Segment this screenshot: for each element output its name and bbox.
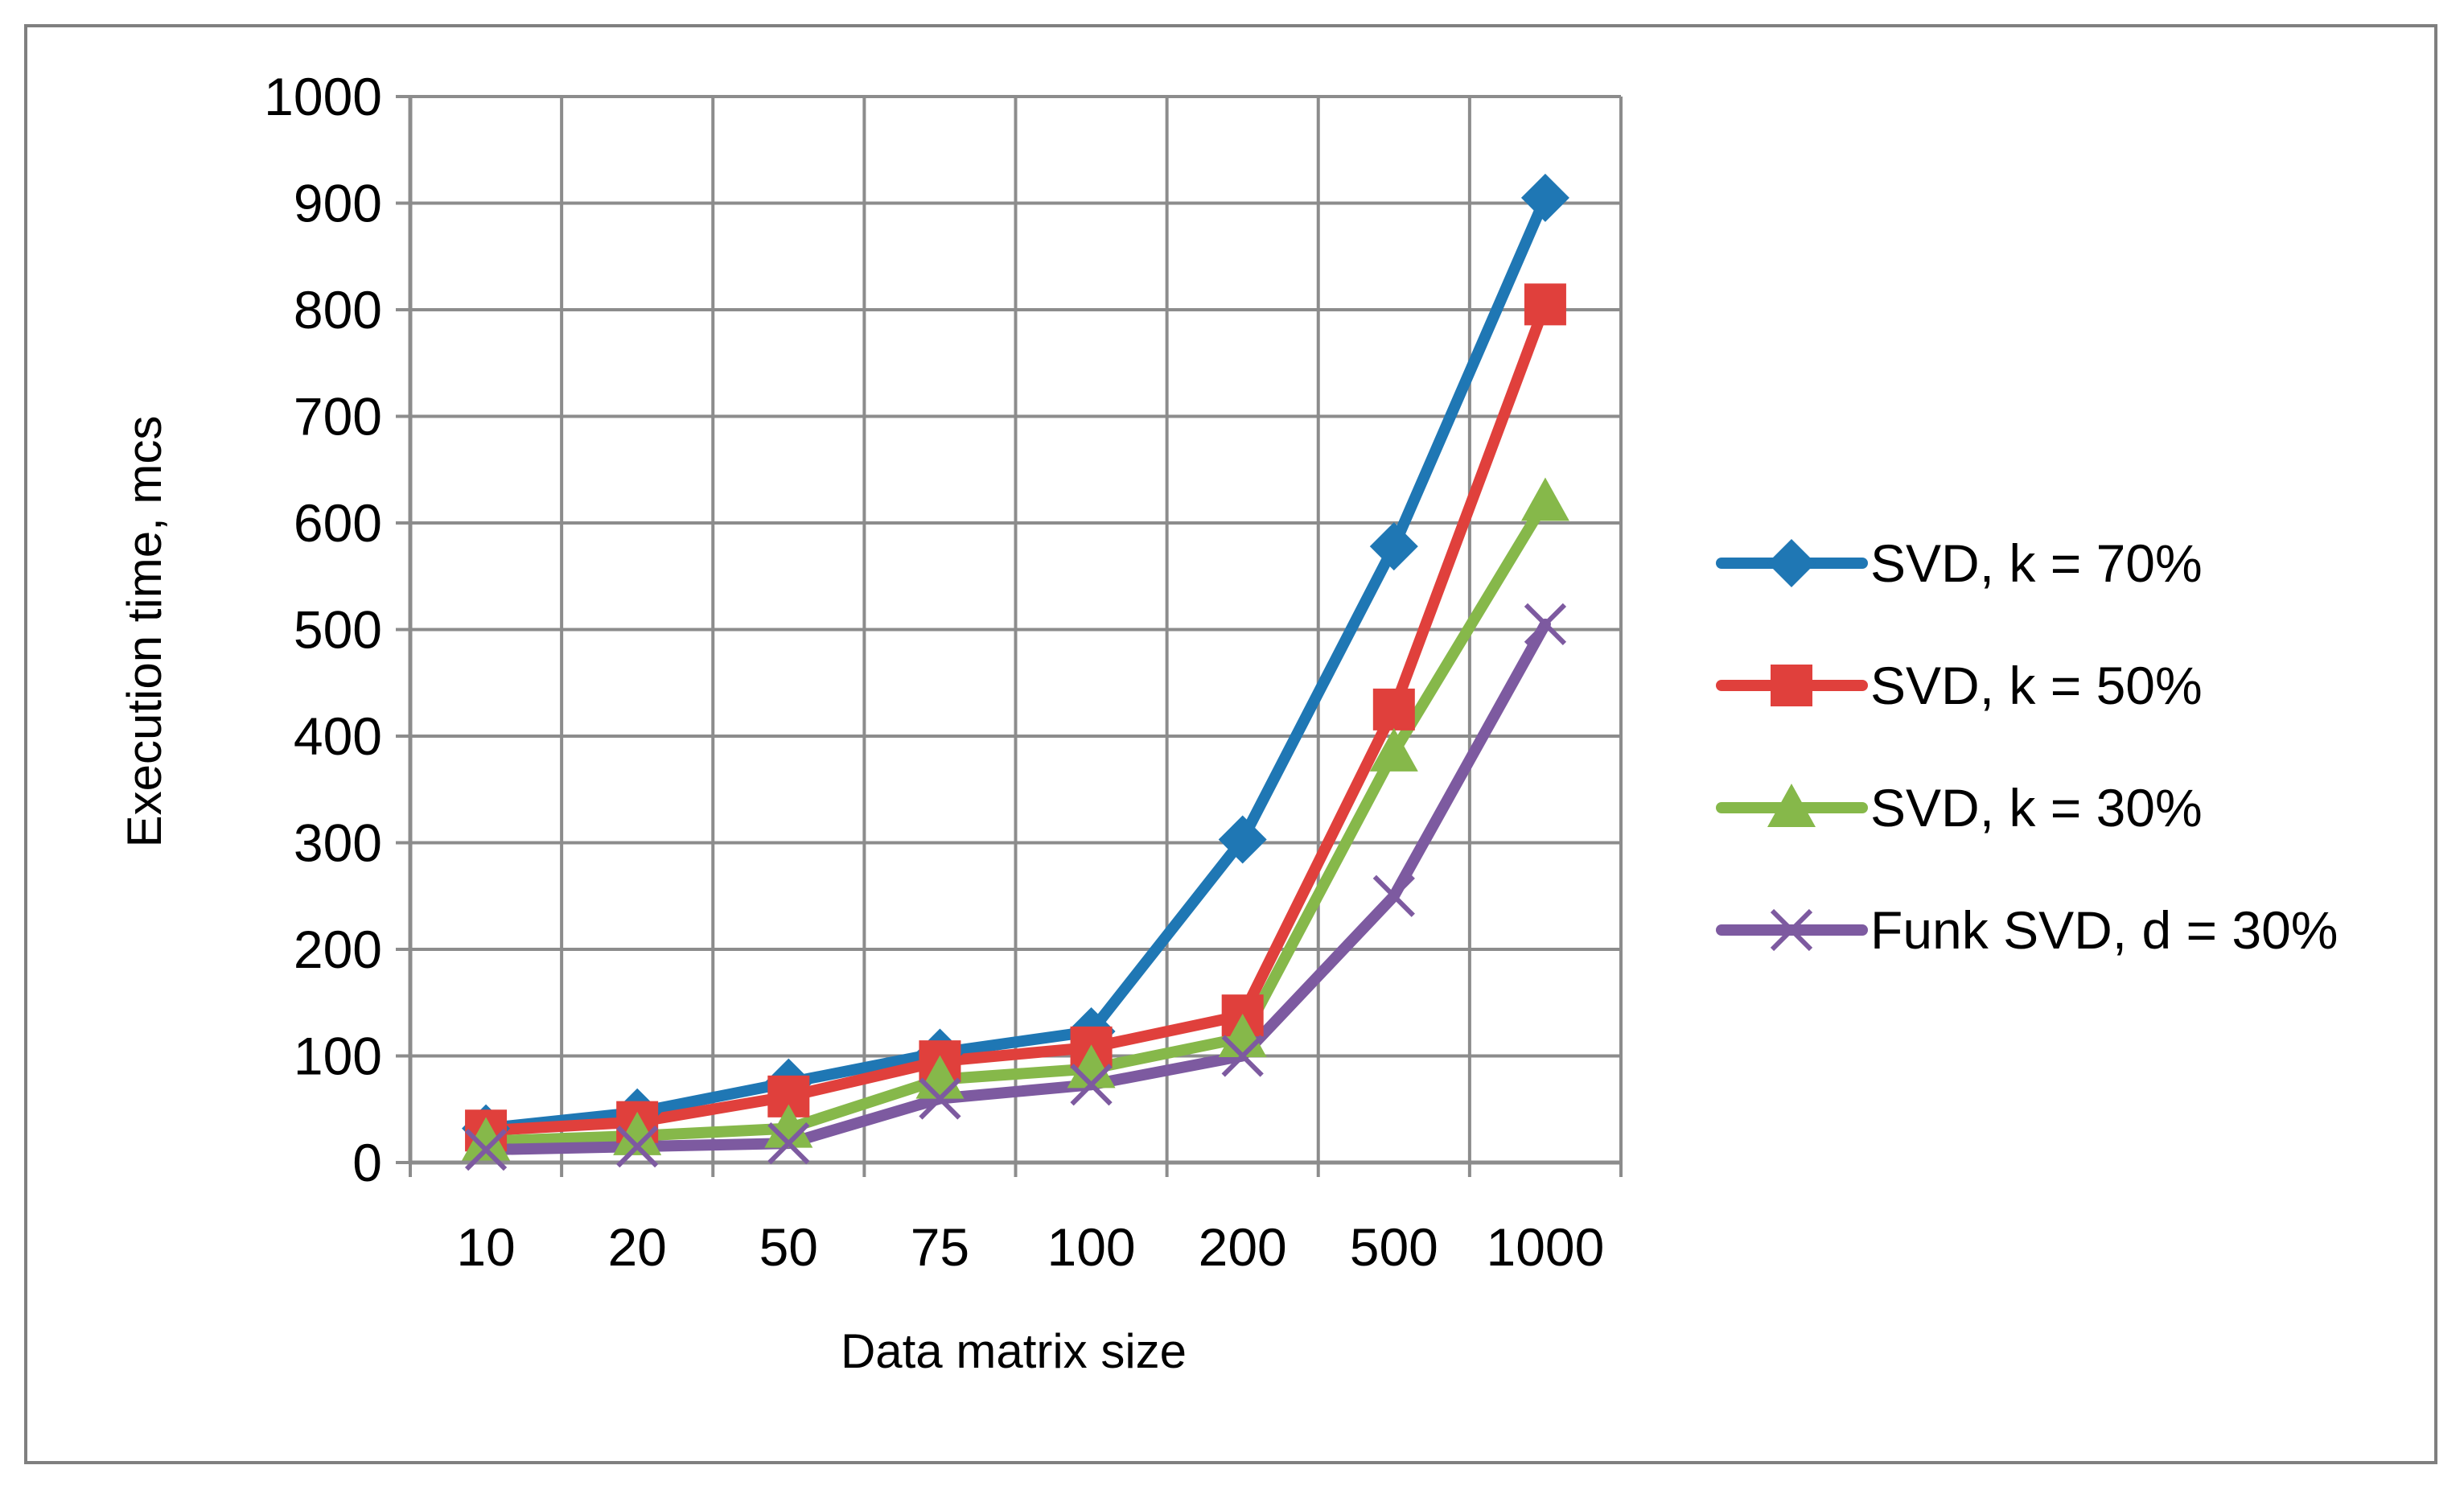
y-tick-label: 500 (294, 600, 382, 660)
data-point-series-3 (1369, 727, 1418, 772)
y-tick-label: 1000 (264, 67, 382, 126)
data-point-series-4 (1221, 1035, 1264, 1077)
data-point-series-3 (462, 1117, 511, 1161)
y-tick-label: 800 (294, 280, 382, 340)
x-tick-label: 100 (1047, 1217, 1136, 1277)
legend-marker-2 (1771, 665, 1812, 706)
y-tick-label: 600 (294, 493, 382, 553)
legend-label-3: SVD, k = 30% (1870, 778, 2203, 838)
data-point-series-2 (1524, 283, 1566, 326)
y-tick-label: 700 (294, 387, 382, 447)
y-tick-label: 400 (294, 706, 382, 766)
series-line-2 (480, 298, 1551, 1137)
x-tick-label: 200 (1199, 1217, 1287, 1277)
data-point-series-1 (1218, 815, 1267, 864)
data-point-series-4-stroke (1372, 875, 1415, 917)
x-tick-label: 50 (759, 1217, 818, 1277)
data-point-series-4 (464, 1128, 508, 1171)
data-point-series-3 (764, 1104, 813, 1148)
legend-label-4: Funk SVD, d = 30% (1870, 900, 2338, 960)
data-point-series-1 (1369, 522, 1418, 571)
x-tick-label: 500 (1350, 1217, 1438, 1277)
y-tick-label: 0 (352, 1133, 382, 1192)
y-tick-label: 900 (294, 174, 382, 233)
data-point-series-3 (1520, 477, 1569, 521)
legend-marker-3 (1767, 784, 1816, 827)
data-point-series-4 (1372, 875, 1415, 917)
y-tick-label: 100 (294, 1027, 382, 1086)
legend-label-2: SVD, k = 50% (1870, 656, 2203, 715)
legend: SVD, k = 70% SVD, k = 50% SVD, k = 30% Funk… (1716, 533, 2338, 960)
data-point-series-4 (1070, 1064, 1113, 1106)
data-point-series-4-stroke (464, 1128, 508, 1171)
data-point-series-4-stroke (919, 1077, 961, 1120)
tick-labels: 0 100 200 300 400 500 600 700 800 900 1000 10 20 50 75… (264, 67, 1604, 1277)
x-tick-label: 20 (607, 1217, 666, 1277)
x-axis-title: Data matrix size (841, 1324, 1187, 1378)
data-point-series-4-stroke (1524, 603, 1567, 645)
axes (396, 95, 1623, 1177)
chart-frame (24, 24, 2437, 1464)
series-lines (480, 191, 1551, 1156)
series-markers (462, 173, 1569, 1171)
data-point-series-3 (1067, 1044, 1116, 1089)
series-line-4 (480, 618, 1551, 1156)
data-point-series-4-stroke (1070, 1064, 1113, 1106)
x-tick-label: 10 (456, 1217, 515, 1277)
series-line-3 (480, 496, 1551, 1147)
legend-marker-1 (1767, 539, 1816, 587)
legend-marker-4 (1770, 908, 1813, 952)
data-point-series-1 (1520, 173, 1569, 222)
x-tick-label: 75 (911, 1217, 969, 1277)
data-point-series-4-stroke (616, 1126, 659, 1168)
data-point-series-4 (919, 1077, 961, 1120)
data-point-series-4 (1524, 603, 1567, 645)
data-point-series-4-stroke (1221, 1035, 1264, 1077)
legend-label-1: SVD, k = 70% (1870, 533, 2203, 593)
x-tick-label: 1000 (1487, 1217, 1605, 1277)
grid (409, 95, 1623, 1164)
legend-marker-4-stroke (1770, 908, 1813, 952)
y-tick-label: 300 (294, 813, 382, 873)
data-point-series-4 (767, 1122, 810, 1165)
data-point-series-4-stroke (767, 1122, 810, 1165)
series-line-1 (480, 191, 1551, 1134)
data-point-series-2 (1372, 688, 1415, 731)
y-tick-label: 200 (294, 920, 382, 979)
y-axis-title: Execution time, mcs (117, 416, 171, 848)
data-point-series-3 (613, 1111, 662, 1155)
data-point-series-4 (616, 1126, 659, 1168)
